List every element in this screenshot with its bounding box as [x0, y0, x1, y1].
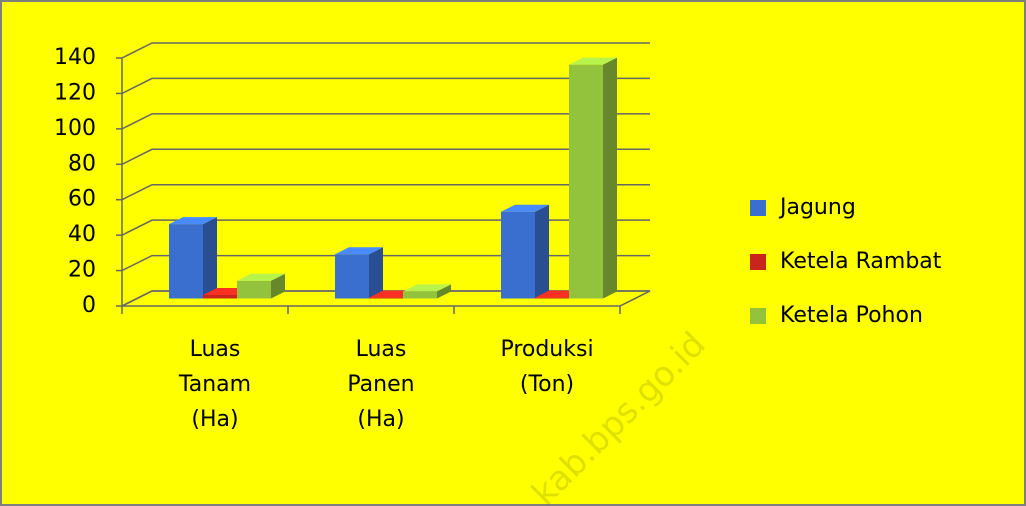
- y-tick-label: 40: [68, 222, 96, 247]
- bar: [569, 64, 603, 299]
- bar-top: [501, 204, 549, 212]
- y-tick-label: 60: [68, 187, 96, 212]
- y-tick-label: 120: [54, 80, 96, 105]
- grid-line: [121, 290, 650, 307]
- grid-line: [121, 148, 650, 165]
- bar-side: [369, 247, 383, 299]
- bar-top: [335, 247, 383, 255]
- y-tick-label: 20: [68, 258, 96, 283]
- bar-side: [437, 284, 451, 299]
- bar: [169, 224, 203, 299]
- bar: [335, 254, 369, 299]
- bar-top: [569, 57, 617, 65]
- grid-line: [121, 77, 650, 95]
- legend-label: Ketela Pohon: [780, 303, 923, 328]
- bar-top: [403, 284, 451, 292]
- x-tick-label: Produksi (Ton): [500, 337, 593, 397]
- bar: [403, 291, 437, 299]
- y-tick-label: 100: [54, 116, 96, 141]
- bar-side: [603, 57, 617, 299]
- bar-top: [237, 273, 285, 281]
- bar: [237, 280, 271, 299]
- legend-label: Jagung: [778, 195, 856, 220]
- legend-swatch: [750, 254, 766, 270]
- bar-top: [169, 217, 217, 225]
- grid-line: [121, 42, 650, 59]
- bar: [369, 297, 403, 299]
- x-tick-label: Luas Tanam (Ha): [178, 337, 251, 432]
- legend-label: Ketela Rambat: [780, 249, 942, 274]
- bar: [535, 297, 569, 299]
- bar: [203, 294, 237, 299]
- bar-side: [271, 273, 285, 299]
- y-tick-label: 140: [54, 45, 96, 70]
- grid-line: [121, 254, 650, 272]
- grid-line: [121, 113, 650, 130]
- legend-swatch: [750, 308, 766, 324]
- x-tick-label: Luas Panen (Ha): [347, 337, 414, 432]
- bar: [501, 211, 535, 299]
- bar-side: [535, 204, 549, 299]
- grid-line: [121, 219, 650, 236]
- legend-swatch: [750, 200, 766, 216]
- y-tick-label: 0: [82, 293, 96, 318]
- grid-line: [121, 183, 650, 201]
- y-tick-label: 80: [68, 151, 96, 176]
- bar-side: [203, 217, 217, 299]
